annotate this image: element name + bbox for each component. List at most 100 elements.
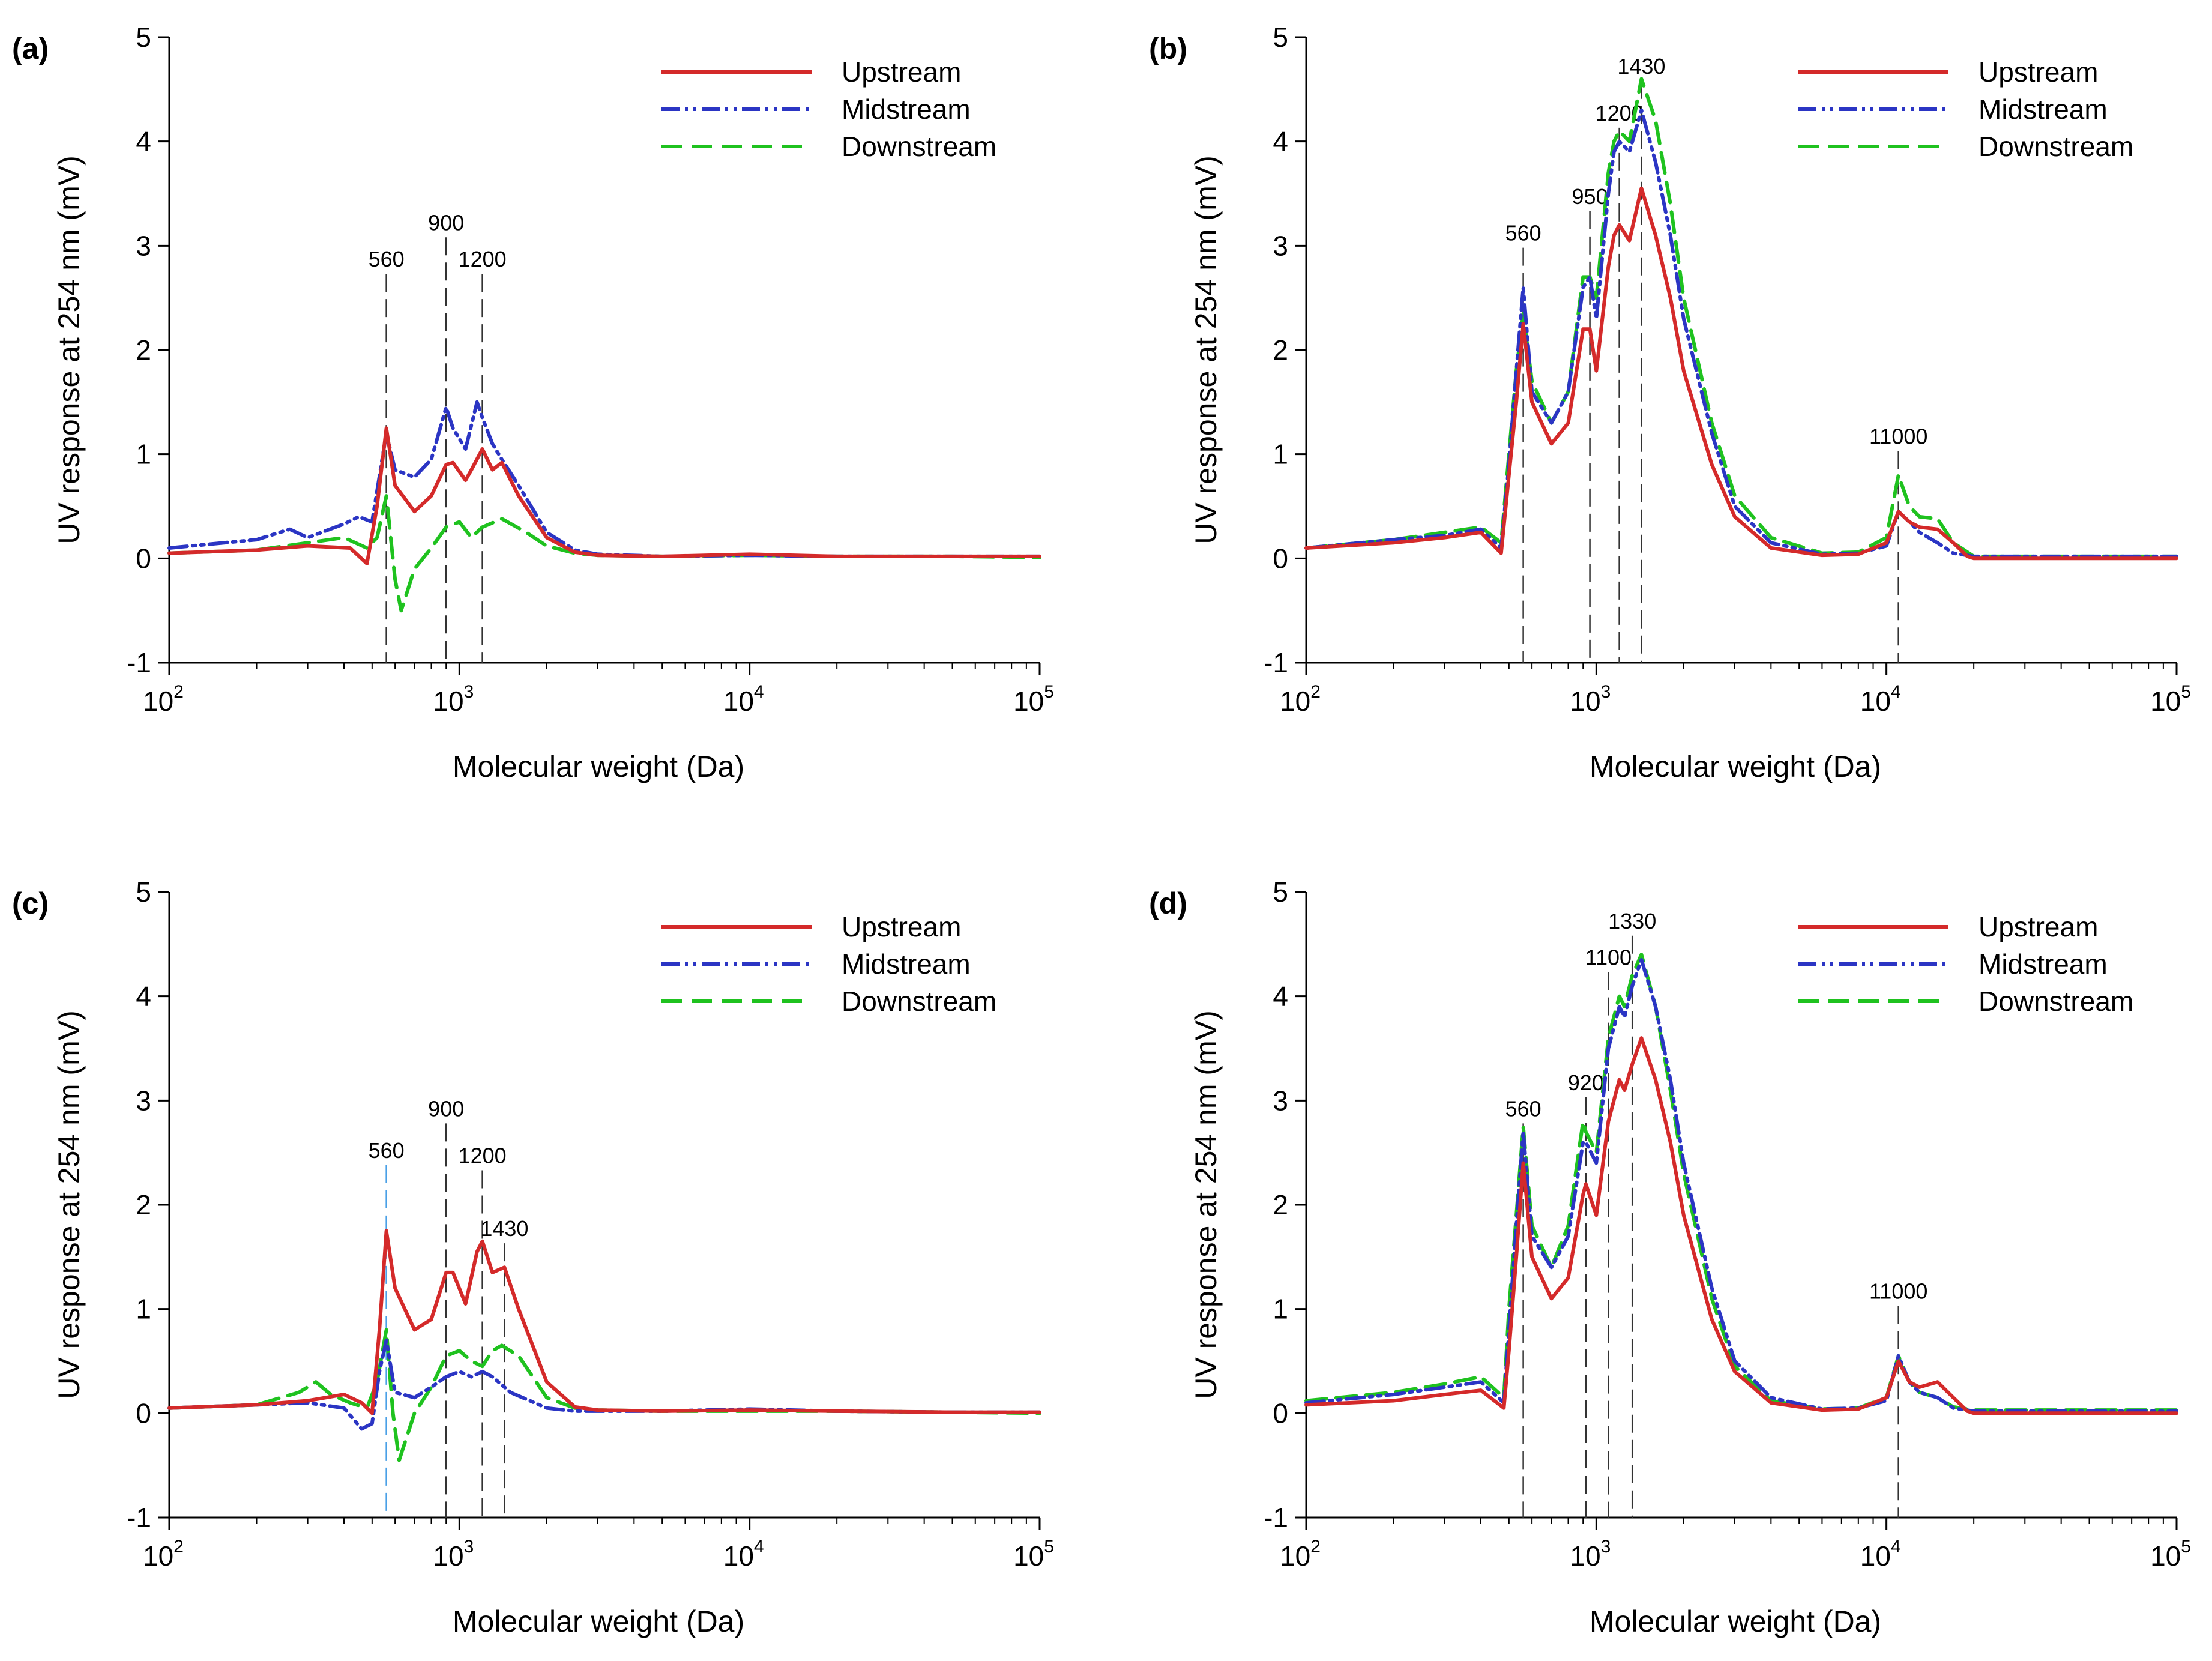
series-line-upstream [1304,186,2178,561]
x-tick-label: 105 [1013,682,1054,717]
x-tick-exponent: 2 [173,682,184,702]
legend-label-upstream: Upstream [1978,911,2098,942]
series-line-midstream [167,400,1041,558]
peak-label: 560 [1505,221,1541,246]
x-tick-base: 10 [1013,1540,1044,1572]
y-tick-label: 3 [1273,1085,1288,1116]
y-tick-label: 2 [1273,1189,1288,1220]
x-tick-label: 102 [143,1537,184,1572]
peak-label: 11000 [1869,1279,1927,1303]
series-line-upstream [167,1229,1041,1415]
panel-letter: (c) [12,887,49,920]
y-tick-label: -1 [127,1502,151,1533]
y-tick-label: -1 [1264,1502,1288,1533]
x-tick-base: 10 [143,1540,173,1572]
x-tick-base: 10 [1013,686,1044,717]
y-tick-label: 5 [136,22,151,53]
x-axis-title: Molecular weight (Da) [1590,750,1881,783]
series-line-upstream [167,426,1041,565]
peak-label: 11000 [1869,424,1927,448]
x-tick-base: 10 [1570,1540,1600,1572]
x-tick-label: 104 [1860,1537,1901,1572]
x-tick-label: 102 [143,682,184,717]
x-tick-exponent: 4 [1891,682,1901,702]
panel-letter: (d) [1149,887,1187,920]
x-tick-label: 104 [1860,682,1901,717]
y-axis-title: UV response at 254 nm (mV) [52,155,86,544]
x-tick-exponent: 5 [2181,682,2191,702]
peak-label: 1200 [459,1144,507,1168]
y-tick-label: -1 [1264,647,1288,678]
x-tick-exponent: 4 [754,682,764,702]
legend-label-downstream: Downstream [842,986,996,1017]
x-tick-base: 10 [1570,686,1600,717]
x-tick-base: 10 [723,1540,754,1572]
peak-label: 920 [1568,1070,1604,1095]
y-tick-label: 0 [1273,543,1288,574]
peak-label: 900 [428,1096,464,1121]
y-tick-label: 2 [136,1189,151,1220]
x-axis-title: Molecular weight (Da) [453,750,744,783]
y-axis-title: UV response at 254 nm (mV) [1189,155,1223,544]
peak-label: 560 [369,1138,405,1163]
x-tick-label: 104 [723,1537,764,1572]
x-tick-base: 10 [1280,686,1310,717]
peak-label: 1430 [1617,54,1665,79]
y-tick-label: 5 [1273,22,1288,53]
x-axis-title: Molecular weight (Da) [453,1605,744,1638]
x-tick-label: 103 [1570,682,1611,717]
x-tick-exponent: 3 [464,1537,474,1557]
x-tick-exponent: 2 [1310,682,1321,702]
legend-label-upstream: Upstream [842,56,961,88]
x-tick-exponent: 3 [1601,682,1611,702]
x-tick-label: 105 [2150,682,2191,717]
y-tick-label: 4 [136,126,151,157]
x-tick-label: 103 [433,682,474,717]
x-tick-exponent: 5 [2181,1537,2191,1557]
x-axis-title: Molecular weight (Da) [1590,1605,1881,1638]
peak-label: 560 [1505,1096,1541,1121]
panel-letter: (a) [12,32,49,65]
legend-label-upstream: Upstream [842,911,961,942]
legend-label-downstream: Downstream [1978,131,2133,162]
x-tick-exponent: 3 [464,682,474,702]
y-tick-label: 1 [136,1294,151,1325]
peak-label: 900 [428,210,464,235]
series-line-downstream [167,494,1041,613]
y-tick-label: 4 [1273,981,1288,1012]
x-tick-base: 10 [2150,686,2181,717]
peak-label: 950 [1572,184,1608,209]
y-tick-label: 3 [136,230,151,261]
x-tick-exponent: 5 [1044,682,1054,702]
y-axis-title: UV response at 254 nm (mV) [52,1010,86,1399]
x-tick-base: 10 [433,686,463,717]
x-tick-label: 103 [433,1537,474,1572]
legend-label-midstream: Midstream [842,948,971,980]
legend-label-midstream: Midstream [1978,94,2108,125]
y-tick-label: 2 [1273,334,1288,366]
peak-label: 1200 [459,247,507,271]
x-tick-exponent: 2 [173,1537,184,1557]
legend-label-downstream: Downstream [842,131,996,162]
x-tick-base: 10 [1860,1540,1891,1572]
peak-label: 1430 [480,1216,528,1241]
series-line-midstream [1304,957,2178,1413]
y-tick-label: 5 [1273,876,1288,908]
series-line-downstream [167,1328,1041,1462]
panel-letter: (b) [1149,32,1187,65]
y-tick-label: -1 [127,647,151,678]
y-tick-label: 3 [136,1085,151,1116]
x-tick-exponent: 4 [754,1537,764,1557]
x-tick-label: 104 [723,682,764,717]
y-tick-label: 5 [136,876,151,908]
series-line-upstream [1304,1036,2178,1415]
x-tick-base: 10 [143,686,173,717]
y-tick-label: 4 [1273,126,1288,157]
x-tick-label: 102 [1280,682,1321,717]
x-tick-label: 105 [1013,1537,1054,1572]
